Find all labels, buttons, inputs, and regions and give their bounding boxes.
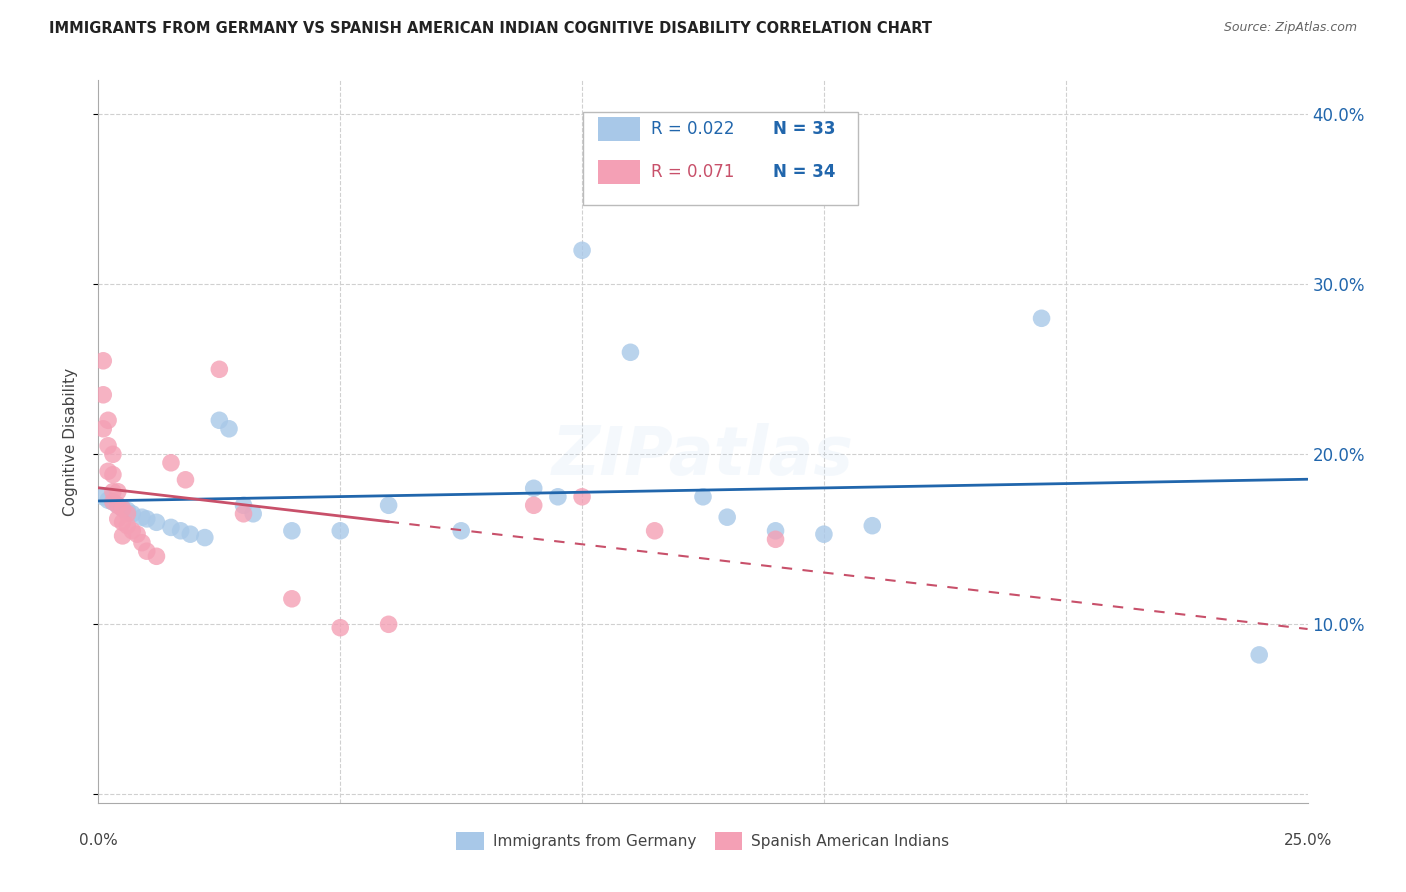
Point bbox=[547, 490, 569, 504]
Point bbox=[101, 495, 124, 509]
Point bbox=[1249, 648, 1271, 662]
Point bbox=[523, 481, 546, 495]
Point bbox=[619, 345, 641, 359]
Point bbox=[242, 507, 264, 521]
Point bbox=[101, 495, 124, 509]
Point bbox=[121, 524, 143, 538]
Point bbox=[107, 512, 129, 526]
Point bbox=[145, 516, 167, 530]
Point bbox=[1031, 311, 1053, 326]
Point bbox=[91, 422, 114, 436]
Text: ZIPatlas: ZIPatlas bbox=[553, 423, 853, 489]
Point bbox=[523, 498, 546, 512]
Point bbox=[281, 591, 304, 606]
Point bbox=[329, 524, 352, 538]
Point bbox=[644, 524, 666, 538]
Legend: Immigrants from Germany, Spanish American Indians: Immigrants from Germany, Spanish America… bbox=[450, 826, 956, 856]
Point bbox=[765, 533, 787, 547]
Point bbox=[194, 531, 217, 545]
Point bbox=[208, 413, 231, 427]
Point bbox=[111, 501, 134, 516]
Point bbox=[174, 473, 197, 487]
Point bbox=[97, 464, 120, 478]
Text: N = 33: N = 33 bbox=[773, 120, 835, 138]
Point bbox=[145, 549, 167, 564]
Point bbox=[208, 362, 231, 376]
Point bbox=[813, 527, 835, 541]
Y-axis label: Cognitive Disability: Cognitive Disability bbox=[63, 368, 77, 516]
Point bbox=[111, 501, 134, 516]
Point bbox=[232, 507, 254, 521]
Text: R = 0.022: R = 0.022 bbox=[651, 120, 734, 138]
Point bbox=[160, 520, 183, 534]
Text: IMMIGRANTS FROM GERMANY VS SPANISH AMERICAN INDIAN COGNITIVE DISABILITY CORRELAT: IMMIGRANTS FROM GERMANY VS SPANISH AMERI… bbox=[49, 21, 932, 37]
Point bbox=[117, 507, 139, 521]
Text: 25.0%: 25.0% bbox=[1284, 833, 1331, 848]
Point bbox=[97, 413, 120, 427]
Point bbox=[107, 498, 129, 512]
Point bbox=[232, 498, 254, 512]
Point bbox=[329, 621, 352, 635]
Point bbox=[101, 467, 124, 482]
Point bbox=[111, 529, 134, 543]
Point bbox=[91, 388, 114, 402]
Point bbox=[97, 493, 120, 508]
Point bbox=[692, 490, 714, 504]
Point bbox=[169, 524, 191, 538]
Point bbox=[135, 544, 157, 558]
Point bbox=[377, 498, 399, 512]
Point bbox=[131, 535, 153, 549]
Point bbox=[218, 422, 240, 436]
Point bbox=[101, 447, 124, 461]
Point bbox=[131, 510, 153, 524]
Point bbox=[101, 484, 124, 499]
Point bbox=[571, 490, 593, 504]
Point bbox=[121, 507, 143, 521]
Point bbox=[179, 527, 201, 541]
Point bbox=[111, 516, 134, 530]
Point bbox=[716, 510, 738, 524]
Text: N = 34: N = 34 bbox=[773, 163, 835, 181]
Point bbox=[127, 527, 149, 541]
Point bbox=[377, 617, 399, 632]
Point bbox=[97, 439, 120, 453]
Point bbox=[860, 518, 883, 533]
Point bbox=[160, 456, 183, 470]
Point bbox=[135, 512, 157, 526]
Point bbox=[117, 503, 139, 517]
Point bbox=[107, 484, 129, 499]
Point bbox=[91, 353, 114, 368]
Text: 0.0%: 0.0% bbox=[79, 833, 118, 848]
Point bbox=[117, 518, 139, 533]
Point bbox=[765, 524, 787, 538]
Point bbox=[571, 244, 593, 258]
Text: Source: ZipAtlas.com: Source: ZipAtlas.com bbox=[1223, 21, 1357, 35]
Point bbox=[91, 490, 114, 504]
Point bbox=[281, 524, 304, 538]
Point bbox=[450, 524, 472, 538]
Text: R = 0.071: R = 0.071 bbox=[651, 163, 734, 181]
Point bbox=[107, 498, 129, 512]
